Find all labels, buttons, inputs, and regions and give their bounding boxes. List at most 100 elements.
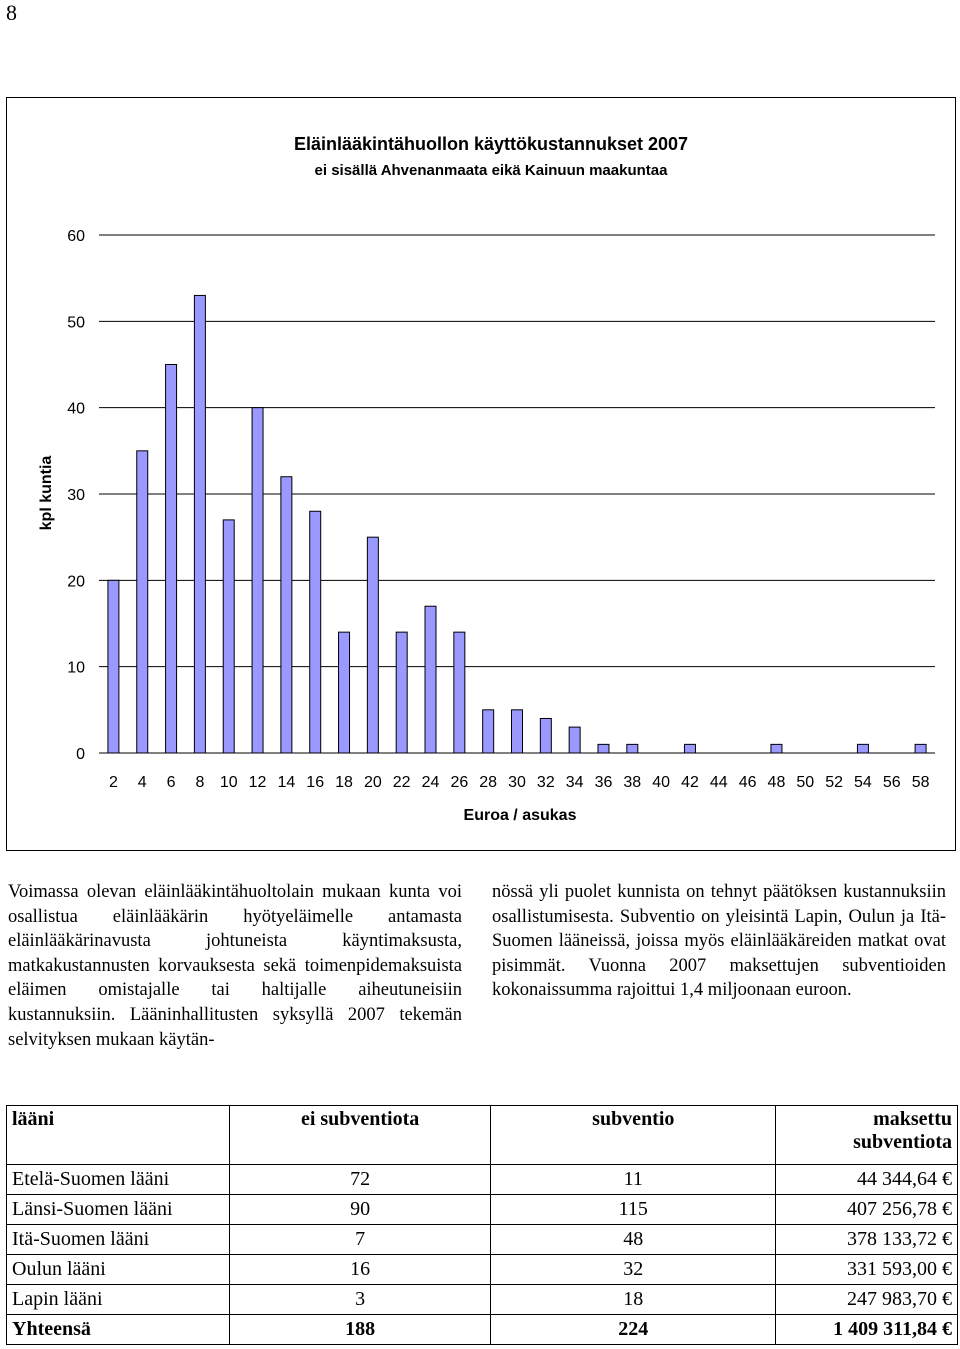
- bar: [568, 726, 581, 754]
- total-label: Yhteensä: [6, 1314, 230, 1345]
- page-number: 8: [6, 0, 17, 25]
- x-tick-label: 52: [825, 774, 843, 791]
- cell-ei-subventiota: 16: [228, 1254, 492, 1285]
- bar: [626, 743, 639, 754]
- x-tick-label: 58: [912, 774, 930, 791]
- y-tick-label: 20: [67, 573, 85, 590]
- x-tick-label: 28: [479, 774, 497, 791]
- table-total-row: Yhteensä 188 224 1 409 311,84 €: [6, 1314, 958, 1345]
- bar: [280, 476, 293, 754]
- cell-subventio: 32: [490, 1254, 777, 1285]
- y-tick-labels: 0 10 20 30 40 50 60: [67, 228, 85, 763]
- table-row: Oulun lääni 16 32 331 593,00 €: [6, 1254, 958, 1285]
- table-row: Länsi-Suomen lääni 90 115 407 256,78 €: [6, 1194, 958, 1225]
- y-tick-label: 30: [67, 487, 85, 504]
- bar: [482, 709, 495, 754]
- bar: [165, 364, 178, 754]
- table-row: Lapin lääni 3 18 247 983,70 €: [6, 1284, 958, 1315]
- x-tick-label: 16: [306, 774, 324, 791]
- x-tick-label: 46: [739, 774, 757, 791]
- y-tick-label: 60: [67, 228, 85, 245]
- cell-ei-subventiota: 90: [228, 1194, 492, 1225]
- x-tick-label: 10: [220, 774, 238, 791]
- x-tick-label: 32: [537, 774, 555, 791]
- chart-subtitle: ei sisällä Ahvenanmaata eikä Kainuun maa…: [315, 162, 669, 179]
- total-ei-subventiota: 188: [228, 1314, 492, 1345]
- x-tick-label: 56: [883, 774, 901, 791]
- y-tick-label: 10: [67, 660, 85, 677]
- bar: [395, 631, 408, 754]
- cell-subventio: 11: [490, 1164, 777, 1195]
- text-column-right: nössä yli puolet kunnista on tehnyt päät…: [492, 882, 946, 1001]
- table-row: Etelä-Suomen lääni 72 11 44 344,64 €: [6, 1164, 958, 1195]
- header-ei-subventiota: ei subventiota: [228, 1105, 492, 1165]
- cell-ei-subventiota: 3: [228, 1284, 492, 1315]
- cell-maksettu: 378 133,72 €: [775, 1224, 958, 1255]
- bar: [136, 450, 149, 754]
- x-tick-label: 50: [796, 774, 814, 791]
- x-tick-label: 30: [508, 774, 526, 791]
- x-tick-label: 36: [595, 774, 613, 791]
- bar: [683, 743, 696, 754]
- cell-subventio: 48: [490, 1224, 777, 1255]
- cell-ei-subventiota: 7: [228, 1224, 492, 1255]
- x-tick-label: 24: [422, 774, 440, 791]
- x-tick-label: 22: [393, 774, 411, 791]
- x-tick-label: 20: [364, 774, 382, 791]
- body-text: Voimassa olevan eläinlääkintähuoltolain …: [8, 880, 948, 1080]
- x-tick-label: 26: [450, 774, 468, 791]
- bars: [107, 294, 927, 754]
- x-tick-label: 4: [138, 774, 147, 791]
- text-column-left: Voimassa olevan eläinlääkintähuoltolain …: [8, 882, 462, 1050]
- gridlines: [99, 234, 935, 754]
- bar: [424, 605, 437, 754]
- y-tick-label: 50: [67, 314, 85, 331]
- x-tick-label: 44: [710, 774, 728, 791]
- cell-laani: Lapin lääni: [6, 1284, 230, 1315]
- x-tick-label: 42: [681, 774, 699, 791]
- header-subventio: subventio: [490, 1105, 777, 1165]
- cell-maksettu: 44 344,64 €: [775, 1164, 958, 1195]
- y-axis-label: kpl kuntia: [38, 456, 55, 531]
- cell-subventio: 18: [490, 1284, 777, 1315]
- bar: [539, 717, 552, 754]
- bar: [453, 631, 466, 754]
- header-maksettu-subventiota: maksettu subventiota: [775, 1105, 958, 1165]
- x-tick-labels: 2 4 6 8 10 12 14 16 18 20 22 24 26 28 30 32 34 36 38 40 42 44…: [109, 774, 930, 791]
- cell-laani: Länsi-Suomen lääni: [6, 1194, 230, 1225]
- bar: [107, 579, 120, 754]
- cell-laani: Oulun lääni: [6, 1254, 230, 1285]
- bar: [309, 510, 322, 754]
- x-tick-label: 18: [335, 774, 353, 791]
- x-tick-label: 38: [623, 774, 641, 791]
- bar: [222, 519, 235, 754]
- x-tick-label: 12: [249, 774, 267, 791]
- y-tick-label: 0: [76, 746, 85, 763]
- table-header-row: lääni ei subventiota subventio maksettu …: [6, 1105, 958, 1165]
- x-tick-label: 6: [167, 774, 176, 791]
- y-tick-label: 40: [67, 401, 85, 418]
- header-laani: lääni: [6, 1105, 230, 1165]
- x-tick-label: 40: [652, 774, 670, 791]
- x-tick-label: 48: [768, 774, 786, 791]
- x-axis-label: Euroa / asukas: [464, 807, 577, 824]
- chart-frame: Eläinlääkintähuollon käyttökustannukset …: [6, 97, 956, 851]
- histogram-chart: Eläinlääkintähuollon käyttökustannukset …: [38, 134, 935, 824]
- bar: [770, 743, 783, 754]
- cell-maksettu: 247 983,70 €: [775, 1284, 958, 1315]
- bar: [914, 743, 927, 754]
- x-tick-label: 14: [277, 774, 295, 791]
- bar: [366, 536, 379, 754]
- total-maksettu: 1 409 311,84 €: [775, 1314, 958, 1345]
- subsidy-table: lääni ei subventiota subventio maksettu …: [6, 1105, 958, 1345]
- total-subventio: 224: [490, 1314, 777, 1345]
- table-row: Itä-Suomen lääni 7 48 378 133,72 €: [6, 1224, 958, 1255]
- bar: [511, 709, 523, 754]
- bar: [193, 294, 206, 754]
- bar: [597, 743, 610, 754]
- x-tick-label: 8: [195, 774, 204, 791]
- x-tick-label: 34: [566, 774, 584, 791]
- cell-subventio: 115: [490, 1194, 777, 1225]
- cell-laani: Etelä-Suomen lääni: [6, 1164, 230, 1195]
- cell-laani: Itä-Suomen lääni: [6, 1224, 230, 1255]
